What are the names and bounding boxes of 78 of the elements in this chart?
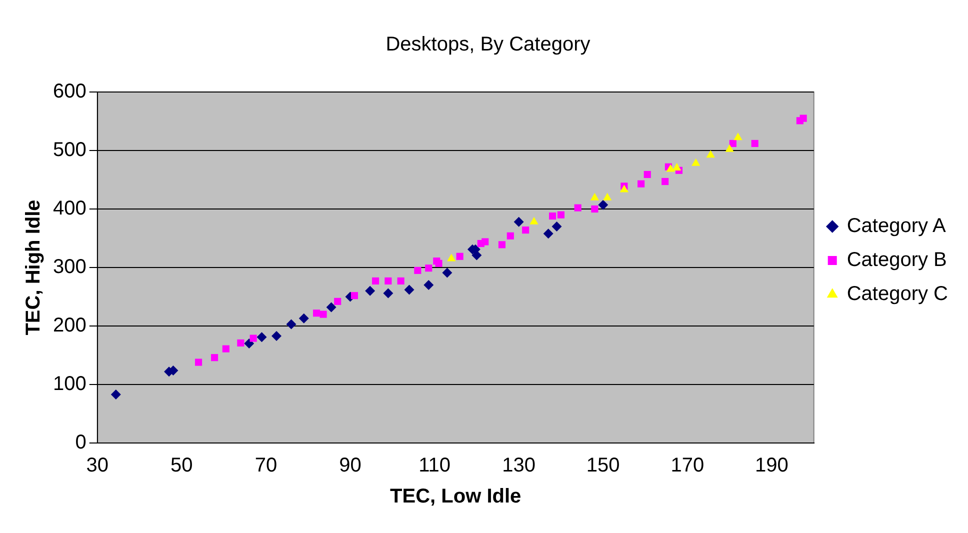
point	[800, 114, 807, 122]
point	[590, 192, 600, 200]
point	[549, 212, 556, 220]
x-tick-label: 190	[755, 454, 788, 477]
y-tick-label: 300	[52, 256, 86, 278]
legend-label: Category A	[846, 215, 946, 238]
legend-label: Category C	[846, 283, 948, 306]
point	[384, 277, 392, 284]
point	[298, 313, 309, 324]
point	[666, 164, 675, 172]
point	[397, 277, 404, 284]
point	[672, 163, 682, 171]
point	[557, 211, 565, 218]
point	[591, 205, 598, 213]
point	[320, 310, 327, 318]
point	[372, 277, 380, 284]
point	[506, 232, 514, 240]
point	[514, 216, 524, 227]
point	[725, 144, 734, 152]
point	[312, 310, 320, 317]
point	[334, 298, 342, 305]
point	[365, 286, 376, 296]
point	[729, 140, 736, 148]
y-tick-label: 400	[52, 198, 86, 220]
y-tick-label: 200	[52, 314, 86, 337]
point	[522, 226, 530, 234]
point	[447, 254, 456, 262]
point	[603, 192, 612, 200]
point	[237, 339, 244, 346]
point	[620, 184, 629, 192]
y-tick-label: 0	[75, 432, 86, 454]
x-axis-title: TEC, Low Idle	[390, 486, 522, 508]
point	[244, 338, 254, 349]
point	[598, 200, 608, 210]
x-tick-label: 50	[170, 454, 193, 477]
point	[286, 319, 296, 330]
y-tick-label: 500	[52, 139, 86, 162]
point	[326, 302, 336, 312]
chart-title: Desktops, By Category	[386, 34, 590, 56]
point	[498, 241, 506, 248]
point	[424, 280, 434, 290]
point	[456, 252, 464, 260]
point	[350, 292, 358, 300]
x-tick-label: 70	[254, 454, 278, 477]
point	[574, 204, 582, 212]
point	[256, 332, 267, 342]
point	[552, 222, 562, 232]
y-axis-title: TEC, High Idle	[22, 200, 45, 336]
point	[482, 238, 489, 246]
point	[222, 345, 230, 352]
y-tick-label: 600	[52, 80, 86, 103]
point	[194, 358, 202, 366]
point	[110, 389, 121, 400]
x-tick-label: 30	[86, 454, 108, 477]
point	[425, 264, 432, 272]
x-tick-label: 90	[339, 454, 362, 477]
point	[404, 284, 414, 295]
point	[383, 288, 394, 298]
point	[638, 180, 645, 188]
x-tick-label: 130	[502, 454, 536, 477]
point	[250, 334, 257, 342]
point	[734, 132, 742, 140]
x-tick-label: 110	[418, 454, 450, 477]
point	[692, 158, 700, 166]
point	[271, 330, 282, 341]
point	[530, 216, 538, 224]
point	[644, 170, 651, 178]
point	[706, 150, 715, 158]
x-tick-label: 170	[670, 454, 704, 477]
point	[543, 228, 554, 239]
y-tick-label: 100	[52, 373, 86, 396]
point	[751, 140, 758, 148]
point	[442, 268, 452, 278]
legend-label: Category B	[846, 249, 947, 272]
point	[414, 266, 422, 274]
x-tick-label: 150	[586, 454, 620, 477]
point	[211, 354, 218, 362]
point	[662, 178, 669, 186]
